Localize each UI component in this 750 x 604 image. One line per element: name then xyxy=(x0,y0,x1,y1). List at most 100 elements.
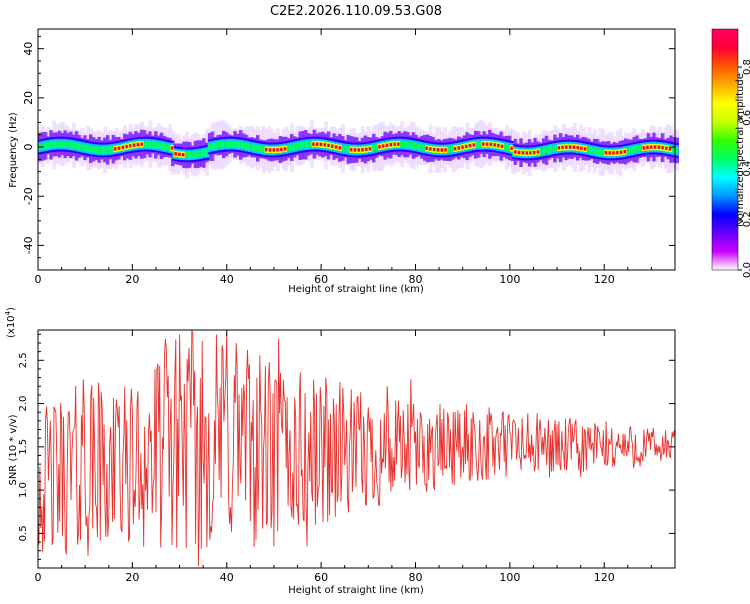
spectrogram-core-green xyxy=(566,143,570,151)
spectrogram-core-green xyxy=(99,146,103,154)
spectrogram-hot-red xyxy=(389,142,393,147)
spectrogram-core-green xyxy=(141,140,146,148)
spectrogram-core-green xyxy=(309,140,313,148)
spectrogram-core-green xyxy=(165,143,169,151)
spectrogram-hot-red xyxy=(432,147,436,152)
spectrogram-core-green xyxy=(387,141,391,149)
spectrogram-core-green xyxy=(306,141,311,148)
spectrogram-core-green xyxy=(420,143,424,151)
spectrogram-hot-red xyxy=(129,144,132,148)
spectrogram-core-green xyxy=(462,143,467,151)
spectrogram-core-green xyxy=(80,143,84,151)
spectrogram-core-green xyxy=(85,144,89,152)
snr-x-tick-label: 20 xyxy=(125,571,139,584)
spectrogram-y-tick-label: 40 xyxy=(22,42,35,56)
spectrogram-hot-red xyxy=(425,146,428,150)
spectrogram-core-green xyxy=(68,141,73,149)
spectrogram-hot-red xyxy=(468,143,472,148)
spectrogram-hot-red xyxy=(436,148,440,152)
spectrogram-core-green xyxy=(403,141,408,148)
spectrogram-core-green xyxy=(627,147,632,154)
spectrogram-core-green xyxy=(370,145,375,152)
spectrogram-core-green xyxy=(502,143,507,151)
spectrogram-hot-red xyxy=(117,146,121,150)
spectrogram-core-green xyxy=(519,149,523,156)
spectrogram-core-green xyxy=(240,141,245,149)
snr-x-tick-label: 80 xyxy=(408,571,422,584)
spectrogram-hot-red xyxy=(583,147,587,151)
spectrogram-core-green xyxy=(73,142,77,149)
spectrogram-core-green xyxy=(104,146,108,154)
spectrogram-core-green xyxy=(540,147,545,155)
snr-y-tick-label: 0.5 xyxy=(18,525,29,541)
spectrogram-core-green xyxy=(398,140,403,148)
colorbar-tick-label: 0.6 xyxy=(742,110,750,126)
spectrogram-hot-red xyxy=(668,147,672,151)
spectrogram-core-green xyxy=(61,140,66,148)
spectrogram-hot-red xyxy=(461,145,464,149)
spectrogram-core-green xyxy=(304,141,309,149)
spectrogram-hot-red xyxy=(113,147,117,151)
spectrogram-core-green xyxy=(476,141,481,148)
spectrogram-hot-red xyxy=(349,147,353,152)
spectrogram-hot-red xyxy=(485,142,489,146)
spectrogram-core-green xyxy=(410,141,415,149)
spectrogram-core-green xyxy=(585,145,589,153)
spectrogram-hot-red xyxy=(580,146,583,150)
colorbar-tick-label: 0.8 xyxy=(742,59,750,75)
spectrogram-hot-red xyxy=(140,142,143,146)
spectrogram-core-green xyxy=(342,145,346,152)
spectrogram-y-axis-label: Frequency (Hz) xyxy=(8,112,19,188)
spectrogram-core-green xyxy=(196,150,200,158)
spectrogram-core-green xyxy=(52,141,56,148)
spectrogram-core-green xyxy=(191,151,195,159)
spectrogram-core-green xyxy=(59,140,63,148)
spectrogram-hot-red xyxy=(264,147,268,152)
spectrogram-hot-red xyxy=(393,142,396,147)
snr-frame xyxy=(37,329,676,569)
spectrogram-hot-red xyxy=(612,151,615,155)
spectrogram-core-green xyxy=(71,141,75,149)
spectrogram-core-green xyxy=(111,145,115,153)
spectrogram-core-green xyxy=(422,144,427,152)
spectrogram-core-green xyxy=(479,140,483,148)
spectrogram-core-green xyxy=(49,141,54,149)
spectrogram-core-green xyxy=(179,151,184,158)
spectrogram-core-green xyxy=(347,146,351,153)
spectrogram-core-green xyxy=(639,144,644,152)
spectrogram-hot-red xyxy=(525,151,528,155)
spectrogram-hot-red xyxy=(533,150,536,155)
spectrogram-core-green xyxy=(448,146,453,153)
spectrogram-hot-red xyxy=(482,142,485,146)
spectrogram-core-green xyxy=(434,146,438,154)
spectrogram-hot-red xyxy=(181,153,185,157)
spectrogram-hot-red xyxy=(646,145,649,150)
spectrogram-y-tick-label: -40 xyxy=(22,236,35,254)
spectrogram-hot-red xyxy=(561,145,564,150)
spectrogram-core-green xyxy=(632,146,637,153)
spectrogram-core-green xyxy=(94,146,99,153)
snr-x-tick-label: 40 xyxy=(220,571,234,584)
spectrogram-panel: 0 20 40 60 80 100 120 40 20 0 -20 -40 Height of st… xyxy=(8,28,679,295)
spectrogram-core-green xyxy=(545,146,549,154)
spectrogram-core-green xyxy=(625,147,629,155)
spectrogram-hot-red xyxy=(557,146,561,150)
spectrogram-core-green xyxy=(54,140,59,148)
spectrogram-core-green xyxy=(214,142,219,149)
spectrogram-hot-red xyxy=(529,151,532,155)
spectrogram-hot-red xyxy=(472,143,476,147)
figure-title: C2E2.2026.110.09.53.G08 xyxy=(270,4,442,19)
spectrogram-hot-red xyxy=(510,146,513,151)
spectrogram-hot-red xyxy=(572,145,576,149)
spectrogram-core-green xyxy=(290,144,294,151)
spectrogram-y-tick-label: 20 xyxy=(22,91,35,105)
spectrogram-hot-red xyxy=(334,145,338,149)
spectrogram-core-green xyxy=(245,142,250,150)
spectrogram-core-green xyxy=(229,140,233,148)
spectrogram-core-green xyxy=(415,142,419,150)
spectrogram-core-green xyxy=(594,147,599,155)
spectrogram-core-green xyxy=(153,141,158,149)
spectrogram-core-green xyxy=(373,144,377,152)
spectrogram-core-green xyxy=(613,149,618,157)
spectrogram-core-green xyxy=(375,144,379,151)
